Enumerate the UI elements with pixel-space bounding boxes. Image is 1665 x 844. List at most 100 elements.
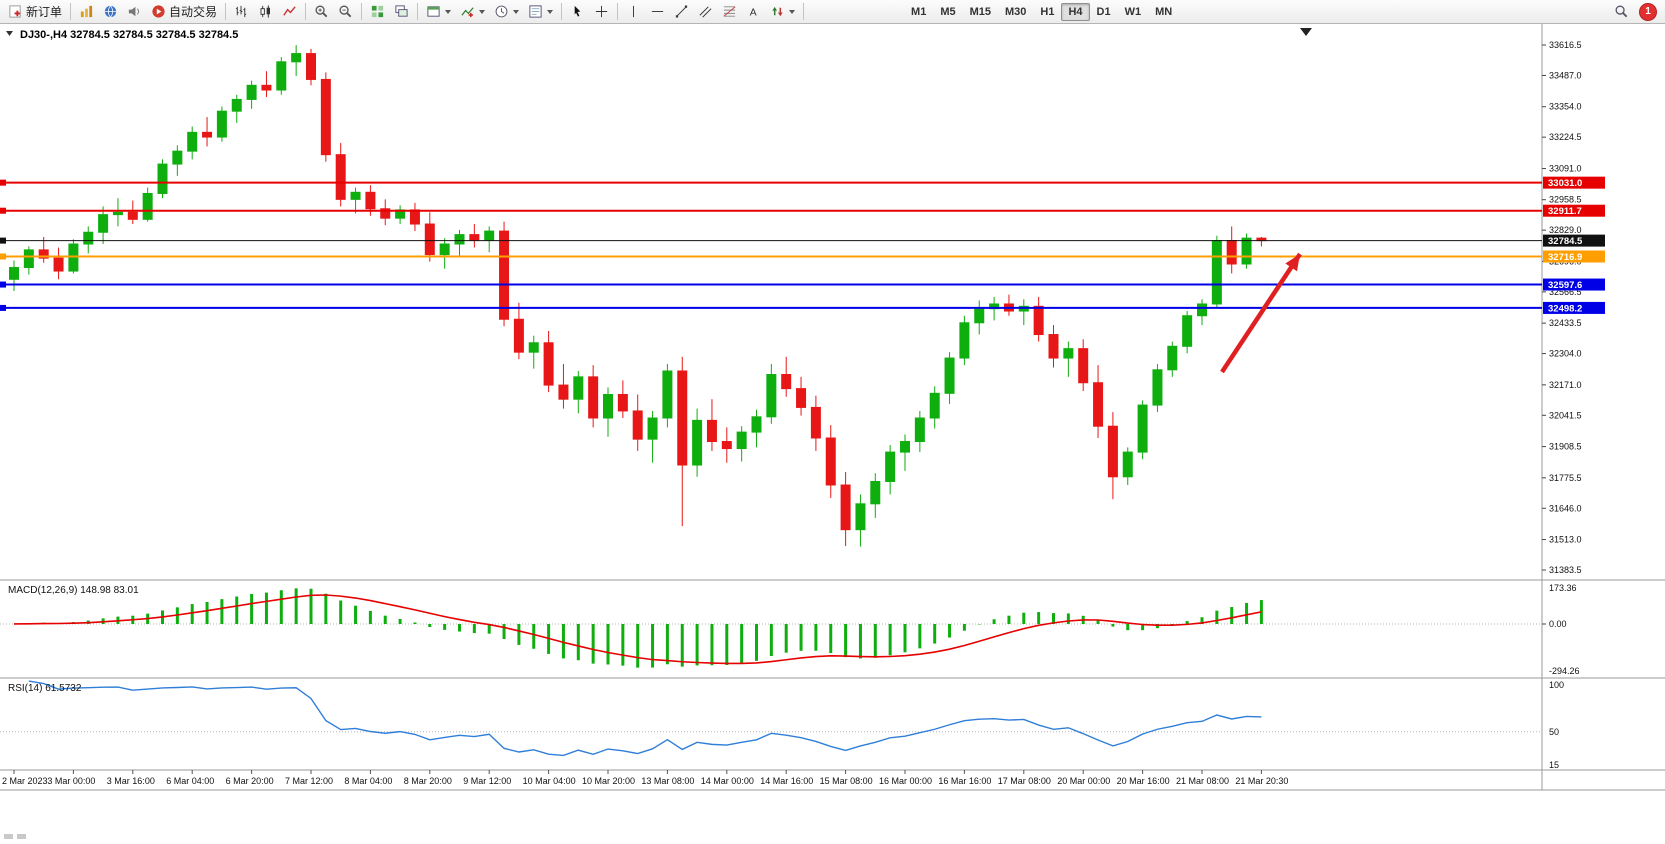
hline-32498.2[interactable]: 32498.2	[0, 301, 1605, 315]
cascade-windows-icon	[395, 5, 408, 17]
dropdown-caret	[513, 9, 520, 14]
svg-text:33031.0: 33031.0	[1548, 178, 1582, 189]
resize-grip[interactable]	[17, 834, 26, 839]
separator	[225, 3, 227, 20]
svg-text:8 Mar 20:00: 8 Mar 20:00	[404, 776, 452, 786]
timeframe-d1[interactable]: D1	[1090, 3, 1118, 21]
autotrading-button[interactable]: 自动交易	[147, 2, 221, 22]
svg-text:32829.0: 32829.0	[1549, 225, 1582, 235]
trendline-button[interactable]	[670, 2, 693, 22]
dropdown-caret	[547, 9, 554, 14]
text-tool-button[interactable]: A	[742, 2, 765, 22]
svg-text:32784.5: 32784.5	[1548, 236, 1583, 247]
clock-icon	[495, 5, 508, 18]
svg-text:15 Mar 08:00: 15 Mar 08:00	[820, 776, 873, 786]
horizontal-line-icon	[651, 11, 664, 12]
timeframe-m15[interactable]: M15	[963, 3, 998, 21]
separator	[417, 3, 419, 20]
svg-text:33487.0: 33487.0	[1549, 70, 1582, 80]
svg-text:16 Mar 00:00: 16 Mar 00:00	[879, 776, 932, 786]
bar-chart-icon	[235, 5, 247, 18]
new-order-button[interactable]: 新订单	[4, 2, 66, 22]
chart-shift-marker[interactable]	[1300, 28, 1312, 36]
svg-text:10 Mar 20:00: 10 Mar 20:00	[582, 776, 635, 786]
svg-text:20 Mar 16:00: 20 Mar 16:00	[1117, 776, 1170, 786]
svg-text:50: 50	[1549, 727, 1559, 737]
svg-text:21 Mar 20:30: 21 Mar 20:30	[1235, 776, 1288, 786]
indicators-button[interactable]	[456, 2, 489, 22]
current-price-line[interactable]: 32784.5	[0, 234, 1605, 248]
hline-32716.9[interactable]: 32716.9	[0, 250, 1605, 264]
notification-badge[interactable]: 1	[1639, 2, 1657, 21]
svg-text:9 Mar 12:00: 9 Mar 12:00	[463, 776, 511, 786]
data-window-button[interactable]	[99, 2, 122, 22]
timeframe-m30[interactable]: M30	[998, 3, 1033, 21]
tile-windows-button[interactable]	[390, 2, 413, 22]
svg-text:7 Mar 12:00: 7 Mar 12:00	[285, 776, 333, 786]
svg-text:33091.0: 33091.0	[1549, 164, 1582, 174]
vertical-line-button[interactable]	[622, 2, 645, 22]
arrows-tool-button[interactable]	[766, 2, 799, 22]
profile-window-icon	[427, 6, 440, 17]
timeframe-h4[interactable]: H4	[1061, 2, 1090, 21]
timeframe-m5[interactable]: M5	[933, 3, 962, 21]
svg-text:33354.0: 33354.0	[1549, 102, 1582, 112]
candlestick-chart-button[interactable]	[254, 2, 277, 22]
price-chart[interactable]: 33616.5 33487.0 33354.0 33224.5 33091.0 32958…	[0, 24, 1665, 844]
sounds-button[interactable]	[123, 2, 146, 22]
timeframe-h1[interactable]: H1	[1033, 3, 1061, 21]
horizontal-line-button[interactable]	[646, 2, 669, 22]
separator	[305, 3, 307, 20]
svg-text:32304.0: 32304.0	[1549, 349, 1582, 359]
hline-32911.7[interactable]: 32911.7	[0, 204, 1605, 218]
svg-text:32716.9: 32716.9	[1548, 252, 1582, 263]
profiles-button[interactable]	[422, 2, 455, 22]
market-watch-button[interactable]	[75, 2, 98, 22]
svg-text:32911.7: 32911.7	[1548, 206, 1582, 217]
svg-text:33224.5: 33224.5	[1549, 132, 1582, 142]
svg-text:A: A	[750, 7, 757, 18]
svg-text:173.36: 173.36	[1549, 583, 1577, 593]
trend-arrow[interactable]	[1220, 252, 1302, 374]
svg-text:6 Mar 04:00: 6 Mar 04:00	[166, 776, 214, 786]
line-chart-button[interactable]	[278, 2, 301, 22]
autotrading-icon	[152, 5, 165, 18]
zoom-in-button[interactable]	[310, 2, 333, 22]
cursor-button[interactable]	[566, 2, 589, 22]
time-axis[interactable]: 2 Mar 2023 3 Mar 00:00 3 Mar 16:00 6 Mar 04…	[2, 770, 1288, 786]
hline-33031.0[interactable]: 33031.0	[0, 176, 1605, 190]
candles	[9, 45, 1267, 547]
globe-icon	[104, 5, 117, 18]
periods-button[interactable]	[490, 2, 523, 22]
svg-text:31383.5: 31383.5	[1549, 565, 1582, 575]
timeframe-w1[interactable]: W1	[1118, 3, 1149, 21]
timeframe-m1[interactable]: M1	[904, 3, 933, 21]
crosshair-icon	[595, 5, 608, 18]
search-button[interactable]	[1610, 2, 1633, 22]
svg-text:10 Mar 04:00: 10 Mar 04:00	[523, 776, 576, 786]
resize-grip[interactable]	[4, 834, 13, 839]
svg-text:33616.5: 33616.5	[1549, 40, 1582, 50]
separator	[803, 3, 805, 20]
separator	[70, 3, 72, 20]
channel-icon	[699, 6, 712, 18]
hline-32597.6[interactable]: 32597.6	[0, 278, 1605, 292]
macd-label: MACD(12,26,9) 148.98 83.01	[8, 585, 139, 596]
templates-button[interactable]	[524, 2, 557, 22]
zoom-out-button[interactable]	[334, 2, 357, 22]
new-order-label: 新订单	[26, 5, 63, 19]
crosshair-button[interactable]	[590, 2, 613, 22]
rsi-panel: RSI(14) 61.5732 100 50 15	[0, 680, 1564, 770]
bar-chart-button[interactable]	[230, 2, 253, 22]
grid-icon	[371, 5, 384, 18]
fibonacci-button[interactable]	[718, 2, 741, 22]
svg-text:16 Mar 16:00: 16 Mar 16:00	[938, 776, 991, 786]
zoom-out-icon	[339, 5, 352, 18]
svg-text:31646.0: 31646.0	[1549, 503, 1582, 513]
timeframe-mn[interactable]: MN	[1148, 3, 1179, 21]
separator	[617, 3, 619, 20]
autotrading-label: 自动交易	[169, 5, 218, 19]
channel-button[interactable]	[694, 2, 717, 22]
new-chart-button[interactable]	[366, 2, 389, 22]
